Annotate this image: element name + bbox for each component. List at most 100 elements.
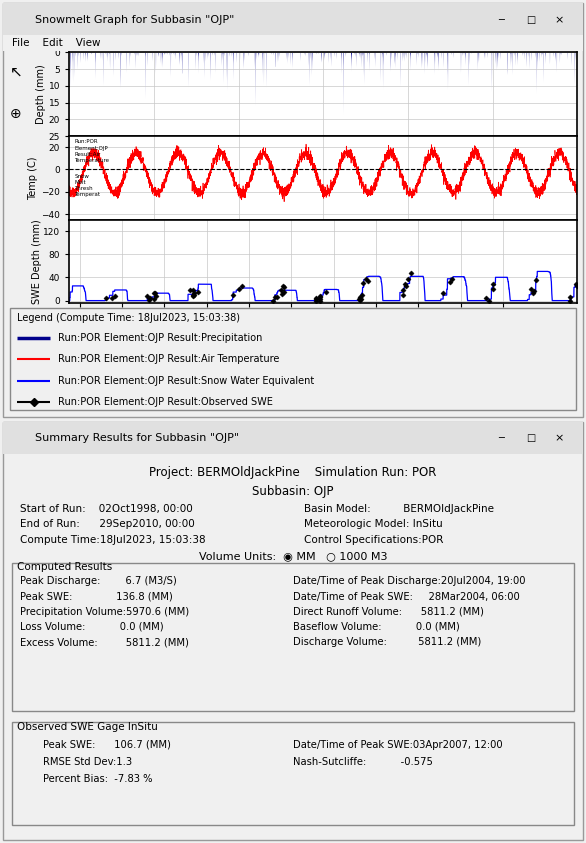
Point <box>447 272 456 286</box>
Text: End of Run:      29Sep2010, 00:00: End of Run: 29Sep2010, 00:00 <box>20 519 195 529</box>
Point <box>145 292 154 305</box>
Point <box>489 282 498 295</box>
Text: Legend (Compute Time: 18Jul2023, 15:03:38): Legend (Compute Time: 18Jul2023, 15:03:3… <box>18 313 240 323</box>
Point <box>361 272 370 286</box>
Text: Run:POR Element:OJP Result:Air Temperature: Run:POR Element:OJP Result:Air Temperatu… <box>59 354 280 364</box>
Text: ─: ─ <box>498 433 504 443</box>
Text: Control Specifications:POR: Control Specifications:POR <box>304 534 444 545</box>
Text: Excess Volume:         5811.2 (MM): Excess Volume: 5811.2 (MM) <box>20 637 189 647</box>
Text: Run:POR Element:OJP Result:Observed SWE: Run:POR Element:OJP Result:Observed SWE <box>59 397 273 407</box>
Point <box>398 283 408 297</box>
Point <box>401 277 410 291</box>
Point <box>149 293 158 306</box>
Point <box>356 292 365 305</box>
Text: Summary Results for Subbasin "OJP": Summary Results for Subbasin "OJP" <box>35 433 239 443</box>
Text: Date/Time of Peak SWE:03Apr2007, 12:00: Date/Time of Peak SWE:03Apr2007, 12:00 <box>293 739 503 749</box>
Point <box>401 279 410 293</box>
Text: Baseflow Volume:           0.0 (MM): Baseflow Volume: 0.0 (MM) <box>293 622 460 632</box>
Text: Precipitation Volume:5970.6 (MM): Precipitation Volume:5970.6 (MM) <box>20 607 189 617</box>
Text: Snowmelt Graph for Subbasin "OJP": Snowmelt Graph for Subbasin "OJP" <box>35 15 234 25</box>
Text: Compute Time:18Jul2023, 15:03:38: Compute Time:18Jul2023, 15:03:38 <box>20 534 206 545</box>
Point <box>101 291 110 304</box>
Point <box>228 288 237 302</box>
Text: □: □ <box>526 433 535 443</box>
Text: Run:POR
Element:OJP
Result:Air
Temperature: Run:POR Element:OJP Result:Air Temperatu… <box>74 139 109 163</box>
Point <box>404 272 413 286</box>
Text: ⊕: ⊕ <box>10 107 22 121</box>
Point <box>311 294 321 308</box>
Text: Run:POR Element:OJP Result:Snow Water Equivalent: Run:POR Element:OJP Result:Snow Water Eq… <box>59 376 315 386</box>
Point <box>481 292 490 305</box>
Text: ❄: ❄ <box>11 15 18 24</box>
Title: Subbasin Snowmelt "OJP" Results for Run "POR": Subbasin Snowmelt "OJP" Results for Run … <box>173 38 473 51</box>
Text: Computed Results: Computed Results <box>18 562 113 572</box>
Point <box>149 287 159 300</box>
Point <box>272 290 282 303</box>
Point <box>193 285 202 298</box>
Point <box>364 274 373 287</box>
Text: Direct Runoff Volume:      5811.2 (MM): Direct Runoff Volume: 5811.2 (MM) <box>293 607 484 617</box>
Text: ×: × <box>555 433 564 443</box>
Point <box>276 283 285 297</box>
Point <box>355 293 364 307</box>
Point <box>268 294 278 308</box>
Text: RMSE Std Dev:1.3: RMSE Std Dev:1.3 <box>43 757 132 766</box>
Point <box>488 277 498 291</box>
Point <box>358 288 367 302</box>
Point <box>311 293 321 306</box>
Point <box>565 291 575 304</box>
FancyBboxPatch shape <box>12 722 574 824</box>
Point <box>188 289 197 303</box>
Point <box>571 277 581 291</box>
Point <box>312 291 321 304</box>
Text: Meteorologic Model: InSitu: Meteorologic Model: InSitu <box>304 519 443 529</box>
Text: Date/Time of Peak SWE:     28Mar2004, 06:00: Date/Time of Peak SWE: 28Mar2004, 06:00 <box>293 592 520 602</box>
Text: File    Edit    View: File Edit View <box>12 38 100 48</box>
Text: Peak SWE:      106.7 (MM): Peak SWE: 106.7 (MM) <box>43 739 171 749</box>
Point <box>270 291 280 304</box>
Point <box>237 279 247 293</box>
Text: ↖: ↖ <box>9 64 22 79</box>
Text: Run:POR Element:OJP Result:Precipitation: Run:POR Element:OJP Result:Precipitation <box>59 332 263 342</box>
FancyBboxPatch shape <box>10 309 575 410</box>
Point <box>150 287 159 300</box>
Text: Volume Units:  ◉ MM   ○ 1000 M3: Volume Units: ◉ MM ○ 1000 M3 <box>199 551 387 561</box>
Point <box>315 291 325 304</box>
Text: □: □ <box>526 15 535 25</box>
Point <box>354 292 363 305</box>
Point <box>234 282 244 295</box>
Point <box>532 274 541 287</box>
Point <box>278 287 287 300</box>
Text: Loss Volume:           0.0 (MM): Loss Volume: 0.0 (MM) <box>20 622 163 632</box>
Text: Discharge Volume:          5811.2 (MM): Discharge Volume: 5811.2 (MM) <box>293 637 481 647</box>
Text: Percent Bias:  -7.83 %: Percent Bias: -7.83 % <box>43 774 152 784</box>
Point <box>527 282 536 295</box>
Point <box>355 290 364 303</box>
Point <box>142 290 152 303</box>
Text: ⊞: ⊞ <box>10 433 18 443</box>
Point <box>185 283 194 297</box>
Point <box>278 280 287 293</box>
Point <box>398 288 407 302</box>
Point <box>359 277 368 290</box>
Point <box>280 280 289 293</box>
Point <box>315 294 325 308</box>
Text: Nash-Sutcliffe:           -0.575: Nash-Sutcliffe: -0.575 <box>293 757 433 766</box>
Point <box>110 289 120 303</box>
Point <box>107 291 116 304</box>
Text: Snow
Melt
Thresh
Temperat: Snow Melt Thresh Temperat <box>74 174 100 197</box>
Point <box>565 294 575 308</box>
Point <box>189 288 198 302</box>
Point <box>189 288 198 302</box>
Point <box>280 286 289 299</box>
Point <box>316 293 325 306</box>
Point <box>529 285 539 298</box>
Text: ─: ─ <box>498 15 504 25</box>
Point <box>144 293 153 307</box>
Point <box>315 289 325 303</box>
Text: Start of Run:    02Oct1998, 00:00: Start of Run: 02Oct1998, 00:00 <box>20 504 193 514</box>
Point <box>439 286 448 299</box>
Text: Date/Time of Peak Discharge:20Jul2004, 19:00: Date/Time of Peak Discharge:20Jul2004, 1… <box>293 577 526 587</box>
FancyBboxPatch shape <box>12 563 574 711</box>
Text: Peak Discharge:        6.7 (M3/S): Peak Discharge: 6.7 (M3/S) <box>20 577 177 587</box>
